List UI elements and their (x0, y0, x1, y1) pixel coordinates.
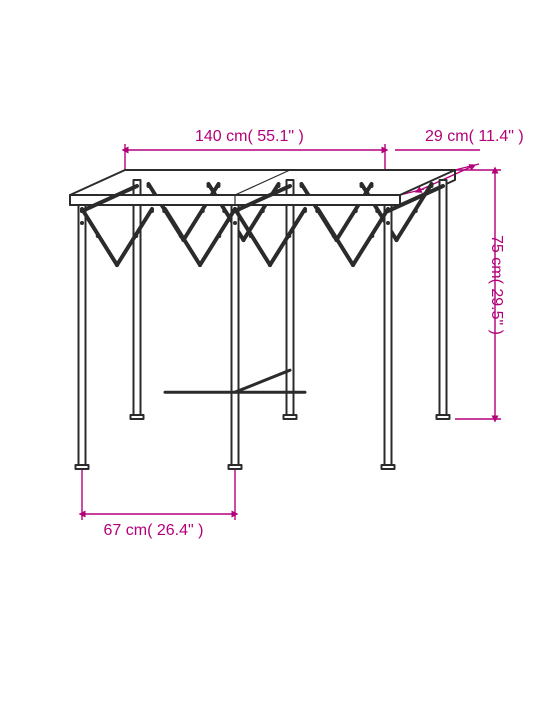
width-dimension-label: 140 cm( 55.1" ) (195, 128, 304, 146)
depth-dimension-label: 29 cm( 11.4" ) (425, 128, 524, 146)
table-drawing (70, 170, 455, 469)
height-dimension-label: 75 cm( 29.5" ) (487, 235, 505, 335)
leg-spacing-dimension-label: 67 cm( 26.4" ) (104, 522, 204, 540)
diagram-canvas (0, 0, 540, 720)
